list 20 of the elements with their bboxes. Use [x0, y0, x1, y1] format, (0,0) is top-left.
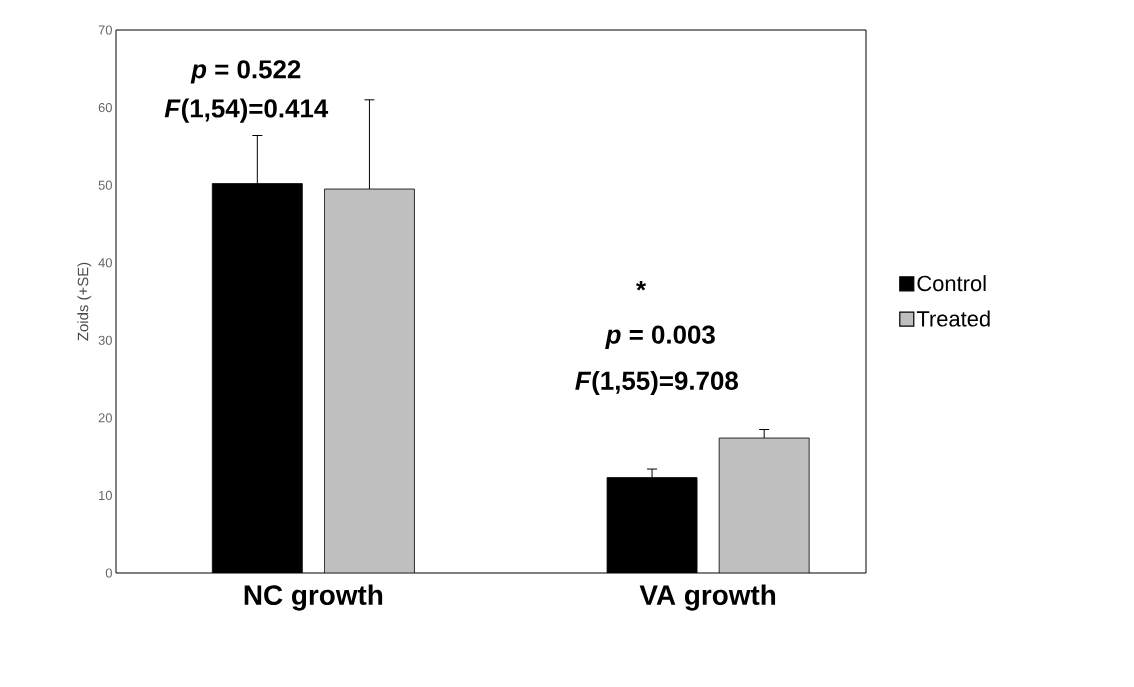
- legend-label: Treated: [916, 310, 990, 327]
- annotation: p = 0.522: [190, 60, 301, 84]
- y-tick-label: 10: [99, 490, 112, 501]
- x-tick-label: NC growth: [244, 584, 383, 611]
- x-tick-label: VA growth: [639, 584, 776, 611]
- bar: [324, 188, 415, 573]
- bar: [718, 437, 810, 573]
- legend-label: Control: [917, 275, 986, 292]
- y-tick-label: 60: [98, 102, 112, 113]
- annotation: F(1,55)=9.708: [575, 370, 738, 396]
- y-tick-label: 0: [105, 568, 112, 578]
- annotation: *: [636, 280, 647, 291]
- annotation: p = 0.003: [605, 325, 715, 349]
- y-tick-label: 30: [98, 335, 112, 345]
- annotation: F(1,54)=0.414: [164, 98, 329, 123]
- y-tick-label: 50: [98, 180, 112, 190]
- y-axis-title: Zoids (+SE): [77, 262, 92, 341]
- y-tick-label: 70: [98, 25, 112, 35]
- y-tick-label: 40: [98, 258, 112, 268]
- y-tick-label: 20: [98, 413, 112, 423]
